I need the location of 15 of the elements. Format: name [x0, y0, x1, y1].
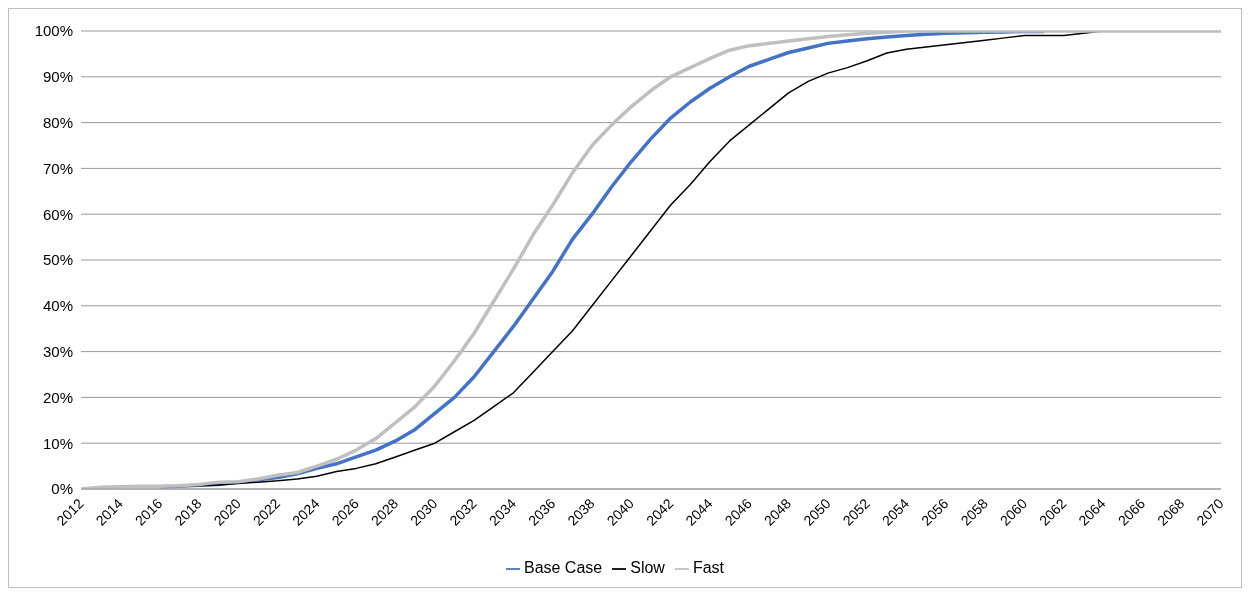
line-series — [81, 31, 1221, 489]
legend-label: Fast — [692, 559, 725, 576]
y-tick-label: 0% — [51, 480, 73, 498]
y-tick-label: 30% — [42, 342, 73, 360]
y-tick-label: 80% — [42, 113, 73, 131]
y-tick-label: 60% — [42, 205, 73, 223]
y-tick-label: 50% — [42, 251, 73, 269]
y-tick-label: 90% — [42, 68, 73, 86]
y-tick-label: 70% — [42, 159, 73, 177]
y-tick-label: 20% — [42, 388, 73, 406]
y-tick-label: 10% — [42, 434, 73, 452]
y-tick-label: 100% — [34, 22, 73, 40]
legend-label: Slow — [630, 559, 665, 576]
legend-label: Base Case — [523, 559, 603, 576]
y-tick-label: 40% — [42, 297, 73, 315]
